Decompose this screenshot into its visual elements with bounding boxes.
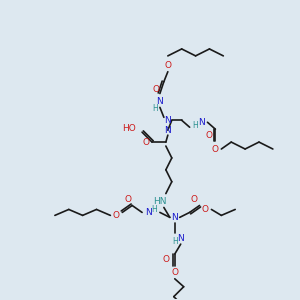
Text: N: N xyxy=(164,116,171,125)
Text: O: O xyxy=(164,61,171,70)
Text: N: N xyxy=(177,234,184,243)
Text: N: N xyxy=(157,97,163,106)
Text: O: O xyxy=(142,138,149,147)
Text: H: H xyxy=(152,104,158,113)
Text: O: O xyxy=(212,145,219,154)
Text: O: O xyxy=(162,256,169,265)
Text: N: N xyxy=(164,126,171,135)
Text: H: H xyxy=(151,205,157,214)
Text: O: O xyxy=(125,195,132,204)
Text: O: O xyxy=(202,205,209,214)
Text: H: H xyxy=(172,237,178,246)
Text: N: N xyxy=(171,213,178,222)
Text: HO: HO xyxy=(122,124,136,133)
Text: O: O xyxy=(190,195,197,204)
Text: O: O xyxy=(171,268,178,278)
Text: N: N xyxy=(198,118,205,127)
Text: HN: HN xyxy=(153,197,167,206)
Text: O: O xyxy=(113,211,120,220)
Text: O: O xyxy=(206,130,213,140)
Text: N: N xyxy=(145,208,152,217)
Text: H: H xyxy=(193,121,198,130)
Text: O: O xyxy=(152,85,159,94)
